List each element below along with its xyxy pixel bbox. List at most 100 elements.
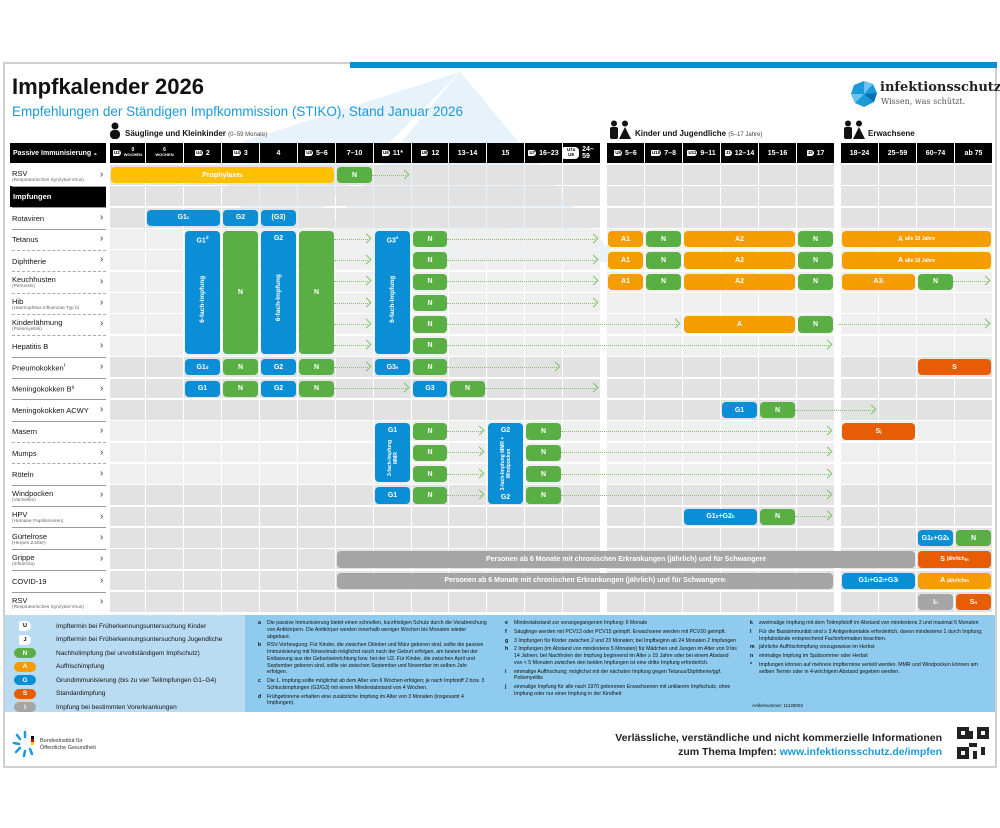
vaccination-bar-N[interactable]: N: [413, 316, 447, 333]
vaccination-bar-A[interactable]: A2: [684, 231, 795, 248]
vaccination-bar-N[interactable]: N: [299, 231, 334, 355]
vaccination-bar-G[interactable]: G3e 6-fach-Impfung: [375, 231, 410, 355]
row-label-grippe[interactable]: Grippe (Influenza): [12, 549, 104, 570]
chevron-right-icon[interactable]: ›: [100, 382, 104, 394]
row-label-meningokokken-b[interactable]: Meningokokken Bg: [12, 379, 104, 400]
chevron-right-icon[interactable]: ›: [100, 297, 104, 309]
chevron-right-icon[interactable]: ›: [100, 596, 104, 607]
vaccination-bar-N[interactable]: N: [413, 423, 447, 440]
vaccination-bar-N[interactable]: N: [760, 508, 795, 525]
vaccination-bar-A[interactable]: A2: [684, 273, 795, 291]
vaccination-bar-G[interactable]: (G3): [261, 209, 296, 227]
row-label-rotaviren[interactable]: Rotaviren: [12, 208, 104, 229]
chevron-right-icon[interactable]: ›: [100, 233, 104, 245]
vaccination-bar-A[interactable]: A1: [608, 273, 643, 291]
vaccination-bar-N[interactable]: N: [918, 273, 953, 291]
chevron-right-icon[interactable]: ›: [100, 553, 104, 565]
vaccination-bar-G[interactable]: G1 c: [147, 209, 220, 227]
vaccination-bar-G[interactable]: G1 d: [185, 359, 220, 376]
qr-code[interactable]: [957, 727, 989, 759]
row-label-hpv[interactable]: HPV (Humane Papillomviren): [12, 507, 104, 528]
vaccination-bar-N[interactable]: N: [760, 401, 795, 419]
chevron-right-icon[interactable]: ›: [100, 425, 104, 437]
chevron-right-icon[interactable]: ›: [100, 169, 104, 180]
vaccination-bar-N[interactable]: N: [223, 380, 258, 397]
row-label-rsv[interactable]: RSV (Respiratorisches Synzytial-Virus): [12, 165, 104, 186]
vaccination-bar-A[interactable]: A1: [608, 252, 643, 269]
vaccination-bar-G[interactable]: G1: [722, 401, 757, 419]
row-label-pneumokokken[interactable]: Pneumokokkenf: [12, 357, 104, 378]
vaccination-bar-G[interactable]: G1 3-fach-Impfung MMR: [375, 423, 410, 483]
vaccination-bar-P[interactable]: Prophylaxe b: [111, 167, 334, 184]
row-label-masern[interactable]: Masern: [12, 421, 104, 442]
vaccination-bar-G[interactable]: G1: [185, 380, 220, 397]
vaccination-bar-G[interactable]: G2: [261, 359, 296, 376]
vaccination-bar-N[interactable]: N: [413, 487, 447, 504]
vaccination-bar-G[interactable]: G1d 6-fach-Impfung: [185, 231, 220, 355]
vaccination-bar-N[interactable]: N: [299, 359, 334, 376]
chevron-right-icon[interactable]: ›: [100, 510, 104, 522]
vaccination-bar-I[interactable]: Personen ab 6 Monate mit chronischen Erk…: [337, 572, 833, 589]
vaccination-bar-G[interactable]: G1 h +G2 h: [684, 508, 757, 525]
chevron-right-icon[interactable]: ›: [100, 339, 104, 351]
vaccination-bar-N[interactable]: N: [646, 273, 681, 291]
chevron-right-icon[interactable]: ›: [100, 254, 104, 266]
vaccination-bar-G[interactable]: G3: [413, 380, 447, 397]
vaccination-bar-N[interactable]: N: [413, 465, 447, 483]
chevron-right-icon[interactable]: ›: [100, 318, 104, 330]
row-label-tetanus[interactable]: Tetanus: [12, 229, 104, 250]
chevron-right-icon[interactable]: ›: [100, 361, 104, 373]
vaccination-bar-G[interactable]: G1: [375, 487, 410, 504]
vaccination-bar-G[interactable]: G2: [223, 209, 258, 227]
chevron-right-icon[interactable]: ›: [100, 211, 104, 223]
vaccination-bar-N[interactable]: N: [450, 380, 485, 397]
vaccination-bar-G[interactable]: G2 3-fach-Impfung MMR + Windpocken G2: [488, 423, 523, 504]
vaccination-bar-N[interactable]: N: [526, 423, 561, 440]
vaccination-bar-A[interactable]: A2: [684, 252, 795, 269]
row-label-keuchhusten[interactable]: Keuchhusten (Pertussis): [12, 272, 104, 293]
vaccination-bar-A[interactable]: A1: [608, 231, 643, 248]
vaccination-bar-N[interactable]: N: [413, 231, 447, 248]
vaccination-bar-N[interactable]: N: [413, 359, 447, 376]
row-label-röteln[interactable]: Röteln: [12, 464, 104, 485]
vaccination-bar-N[interactable]: N: [646, 252, 681, 269]
vaccination-bar-N[interactable]: N: [413, 444, 447, 461]
vaccination-bar-N[interactable]: N: [299, 380, 334, 397]
vaccination-bar-N[interactable]: N: [526, 444, 561, 461]
row-label-mumps[interactable]: Mumps: [12, 443, 104, 464]
row-label-windpocken[interactable]: Windpocken (Varizellen): [12, 485, 104, 506]
vaccination-bar-N[interactable]: N: [413, 273, 447, 291]
vaccination-bar-N[interactable]: N: [413, 295, 447, 312]
chevron-right-icon[interactable]: ›: [100, 574, 104, 586]
vaccination-bar-N[interactable]: N: [798, 316, 833, 333]
vaccination-bar-N[interactable]: N: [798, 273, 833, 291]
chevron-right-icon[interactable]: ›: [100, 446, 104, 458]
vaccination-bar-N[interactable]: N: [956, 529, 991, 547]
vaccination-bar-N[interactable]: N: [223, 231, 258, 355]
vaccination-bar-A[interactable]: A3 i: [842, 273, 915, 291]
vaccination-bar-A[interactable]: A: [684, 316, 795, 333]
vaccination-bar-N[interactable]: N: [413, 252, 447, 269]
vaccination-bar-G[interactable]: G1 k +G2 k: [918, 529, 953, 547]
vaccination-bar-N[interactable]: N: [413, 337, 447, 355]
vaccination-bar-N[interactable]: N: [798, 231, 833, 248]
website-link[interactable]: www.infektionsschutz.de/impfen: [779, 746, 942, 758]
row-label-hib[interactable]: Hib (Haemophilus influenzae Typ b): [12, 293, 104, 314]
vaccination-bar-G[interactable]: G2: [261, 380, 296, 397]
vaccination-bar-G[interactable]: G2 6-fach-Impfung: [261, 231, 296, 355]
vaccination-bar-G[interactable]: G3 e: [375, 359, 410, 376]
row-label-hepatitis-b[interactable]: Hepatitis B: [12, 336, 104, 357]
row-label-covid-19[interactable]: COVID-19: [12, 571, 104, 592]
chevron-right-icon[interactable]: ›: [100, 489, 104, 501]
vaccination-bar-N[interactable]: N: [646, 231, 681, 248]
vaccination-bar-S[interactable]: S: [918, 359, 991, 376]
vaccination-bar-N[interactable]: N: [223, 359, 258, 376]
chevron-right-icon[interactable]: ›: [100, 531, 104, 543]
row-label-meningokokken-acwy[interactable]: Meningokokken ACWY: [12, 400, 104, 421]
